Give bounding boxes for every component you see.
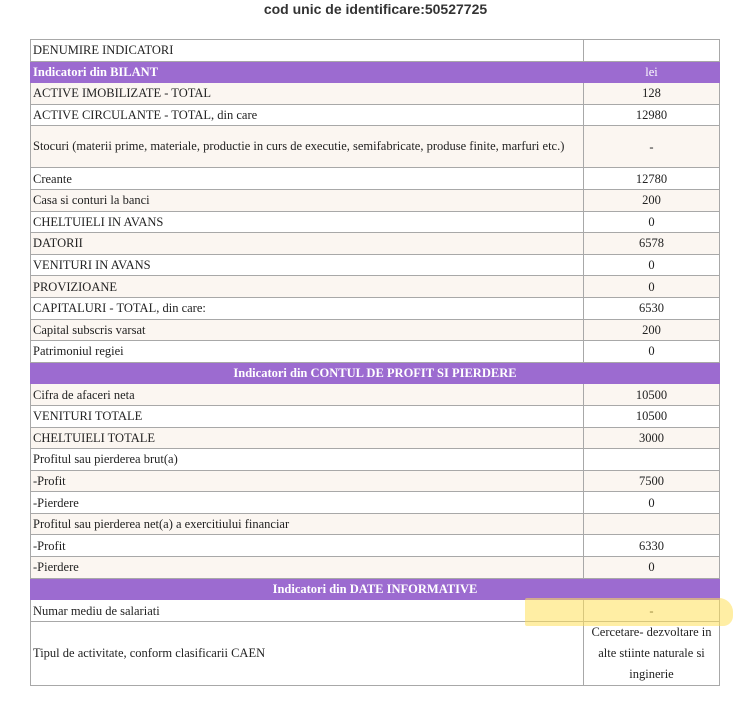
column-header-value [583, 39, 720, 62]
column-header-label: DENUMIRE INDICATORI [30, 39, 584, 62]
row-value: 0 [583, 556, 720, 579]
table-row: ACTIVE CIRCULANTE - TOTAL, din care 1298… [30, 103, 720, 127]
section-header-profit-loss: Indicatori din CONTUL DE PROFIT SI PIERD… [30, 361, 720, 385]
row-value [583, 448, 720, 471]
row-label: -Pierdere [30, 556, 584, 579]
row-label: Profitul sau pierderea net(a) a exerciti… [30, 512, 584, 536]
row-label: CHELTUIELI IN AVANS [30, 210, 584, 234]
row-label: VENITURI IN AVANS [30, 253, 584, 277]
row-value: 0 [583, 275, 720, 298]
row-label: PROVIZIOANE [30, 275, 584, 298]
row-value: 6578 [583, 232, 720, 255]
table-header-row: DENUMIRE INDICATORI [30, 39, 720, 62]
table-row: -Profit 6330 [30, 534, 720, 558]
row-value: 0 [583, 491, 720, 514]
row-value: 128 [583, 82, 720, 105]
table-row: ACTIVE IMOBILIZATE - TOTAL 128 [30, 82, 720, 105]
table-row: Patrimoniul regiei 0 [30, 340, 720, 363]
table-row: PROVIZIOANE 0 [30, 275, 720, 298]
table-row: Cifra de afaceri neta 10500 [30, 383, 720, 406]
row-value: 0 [583, 340, 720, 363]
table-row: DATORII 6578 [30, 232, 720, 255]
table-row: Creante 12780 [30, 167, 720, 190]
indicators-table: DENUMIRE INDICATORI Indicatori din BILAN… [30, 39, 720, 686]
table-row: Stocuri (materii prime, materiale, produ… [30, 125, 720, 169]
row-label: -Profit [30, 534, 584, 558]
table-row: CHELTUIELI IN AVANS 0 [30, 210, 720, 234]
row-value: Cercetare- dezvoltare in alte stiinte na… [583, 620, 720, 686]
row-value: 6330 [583, 534, 720, 558]
row-value: 0 [583, 210, 720, 234]
row-value: 6530 [583, 296, 720, 320]
row-label: VENITURI TOTALE [30, 404, 584, 428]
row-label: Capital subscris varsat [30, 318, 584, 342]
row-label: -Pierdere [30, 491, 584, 514]
row-value [583, 512, 720, 536]
table-row: CHELTUIELI TOTALE 3000 [30, 426, 720, 450]
section-title: Indicatori din CONTUL DE PROFIT SI PIERD… [30, 361, 720, 385]
row-label: Stocuri (materii prime, materiale, produ… [30, 125, 584, 169]
row-value: 7500 [583, 469, 720, 493]
table-row: Profitul sau pierderea brut(a) [30, 448, 720, 471]
row-label: Tipul de activitate, conform clasificari… [30, 620, 584, 686]
row-value: 10500 [583, 404, 720, 428]
table-row: VENITURI IN AVANS 0 [30, 253, 720, 277]
section-title: Indicatori din BILANT [30, 60, 584, 84]
row-label: CAPITALURI - TOTAL, din care: [30, 296, 584, 320]
table-row: -Pierdere 0 [30, 556, 720, 579]
row-label: ACTIVE CIRCULANTE - TOTAL, din care [30, 103, 584, 127]
row-value: - [583, 125, 720, 169]
table-row: VENITURI TOTALE 10500 [30, 404, 720, 428]
table-row: Numar mediu de salariati - [30, 599, 720, 622]
row-value: 12780 [583, 167, 720, 190]
row-label: ACTIVE IMOBILIZATE - TOTAL [30, 82, 584, 105]
row-label: Numar mediu de salariati [30, 599, 584, 622]
table-row: Profitul sau pierderea net(a) a exerciti… [30, 512, 720, 536]
row-label: Casa si conturi la banci [30, 188, 584, 212]
row-label: Patrimoniul regiei [30, 340, 584, 363]
row-label: Creante [30, 167, 584, 190]
table-row: CAPITALURI - TOTAL, din care: 6530 [30, 296, 720, 320]
table-row: Capital subscris varsat 200 [30, 318, 720, 342]
section-title: Indicatori din DATE INFORMATIVE [30, 577, 720, 601]
row-value: 0 [583, 253, 720, 277]
row-value: 200 [583, 188, 720, 212]
section-header-info: Indicatori din DATE INFORMATIVE [30, 577, 720, 601]
section-unit: lei [583, 60, 720, 84]
row-label: DATORII [30, 232, 584, 255]
row-value: - [583, 599, 720, 622]
row-value: 12980 [583, 103, 720, 127]
row-value: 200 [583, 318, 720, 342]
row-label: CHELTUIELI TOTALE [30, 426, 584, 450]
row-value: 3000 [583, 426, 720, 450]
row-value: 10500 [583, 383, 720, 406]
table-row: Casa si conturi la banci 200 [30, 188, 720, 212]
page-heading: cod unic de identificare:50527725 [263, 1, 488, 17]
table-row: Tipul de activitate, conform clasificari… [30, 620, 720, 686]
table-row: -Profit 7500 [30, 469, 720, 493]
row-label: Profitul sau pierderea brut(a) [30, 448, 584, 471]
section-header-bilant: Indicatori din BILANT lei [30, 60, 720, 84]
table-row: -Pierdere 0 [30, 491, 720, 514]
row-label: -Profit [30, 469, 584, 493]
row-label: Cifra de afaceri neta [30, 383, 584, 406]
